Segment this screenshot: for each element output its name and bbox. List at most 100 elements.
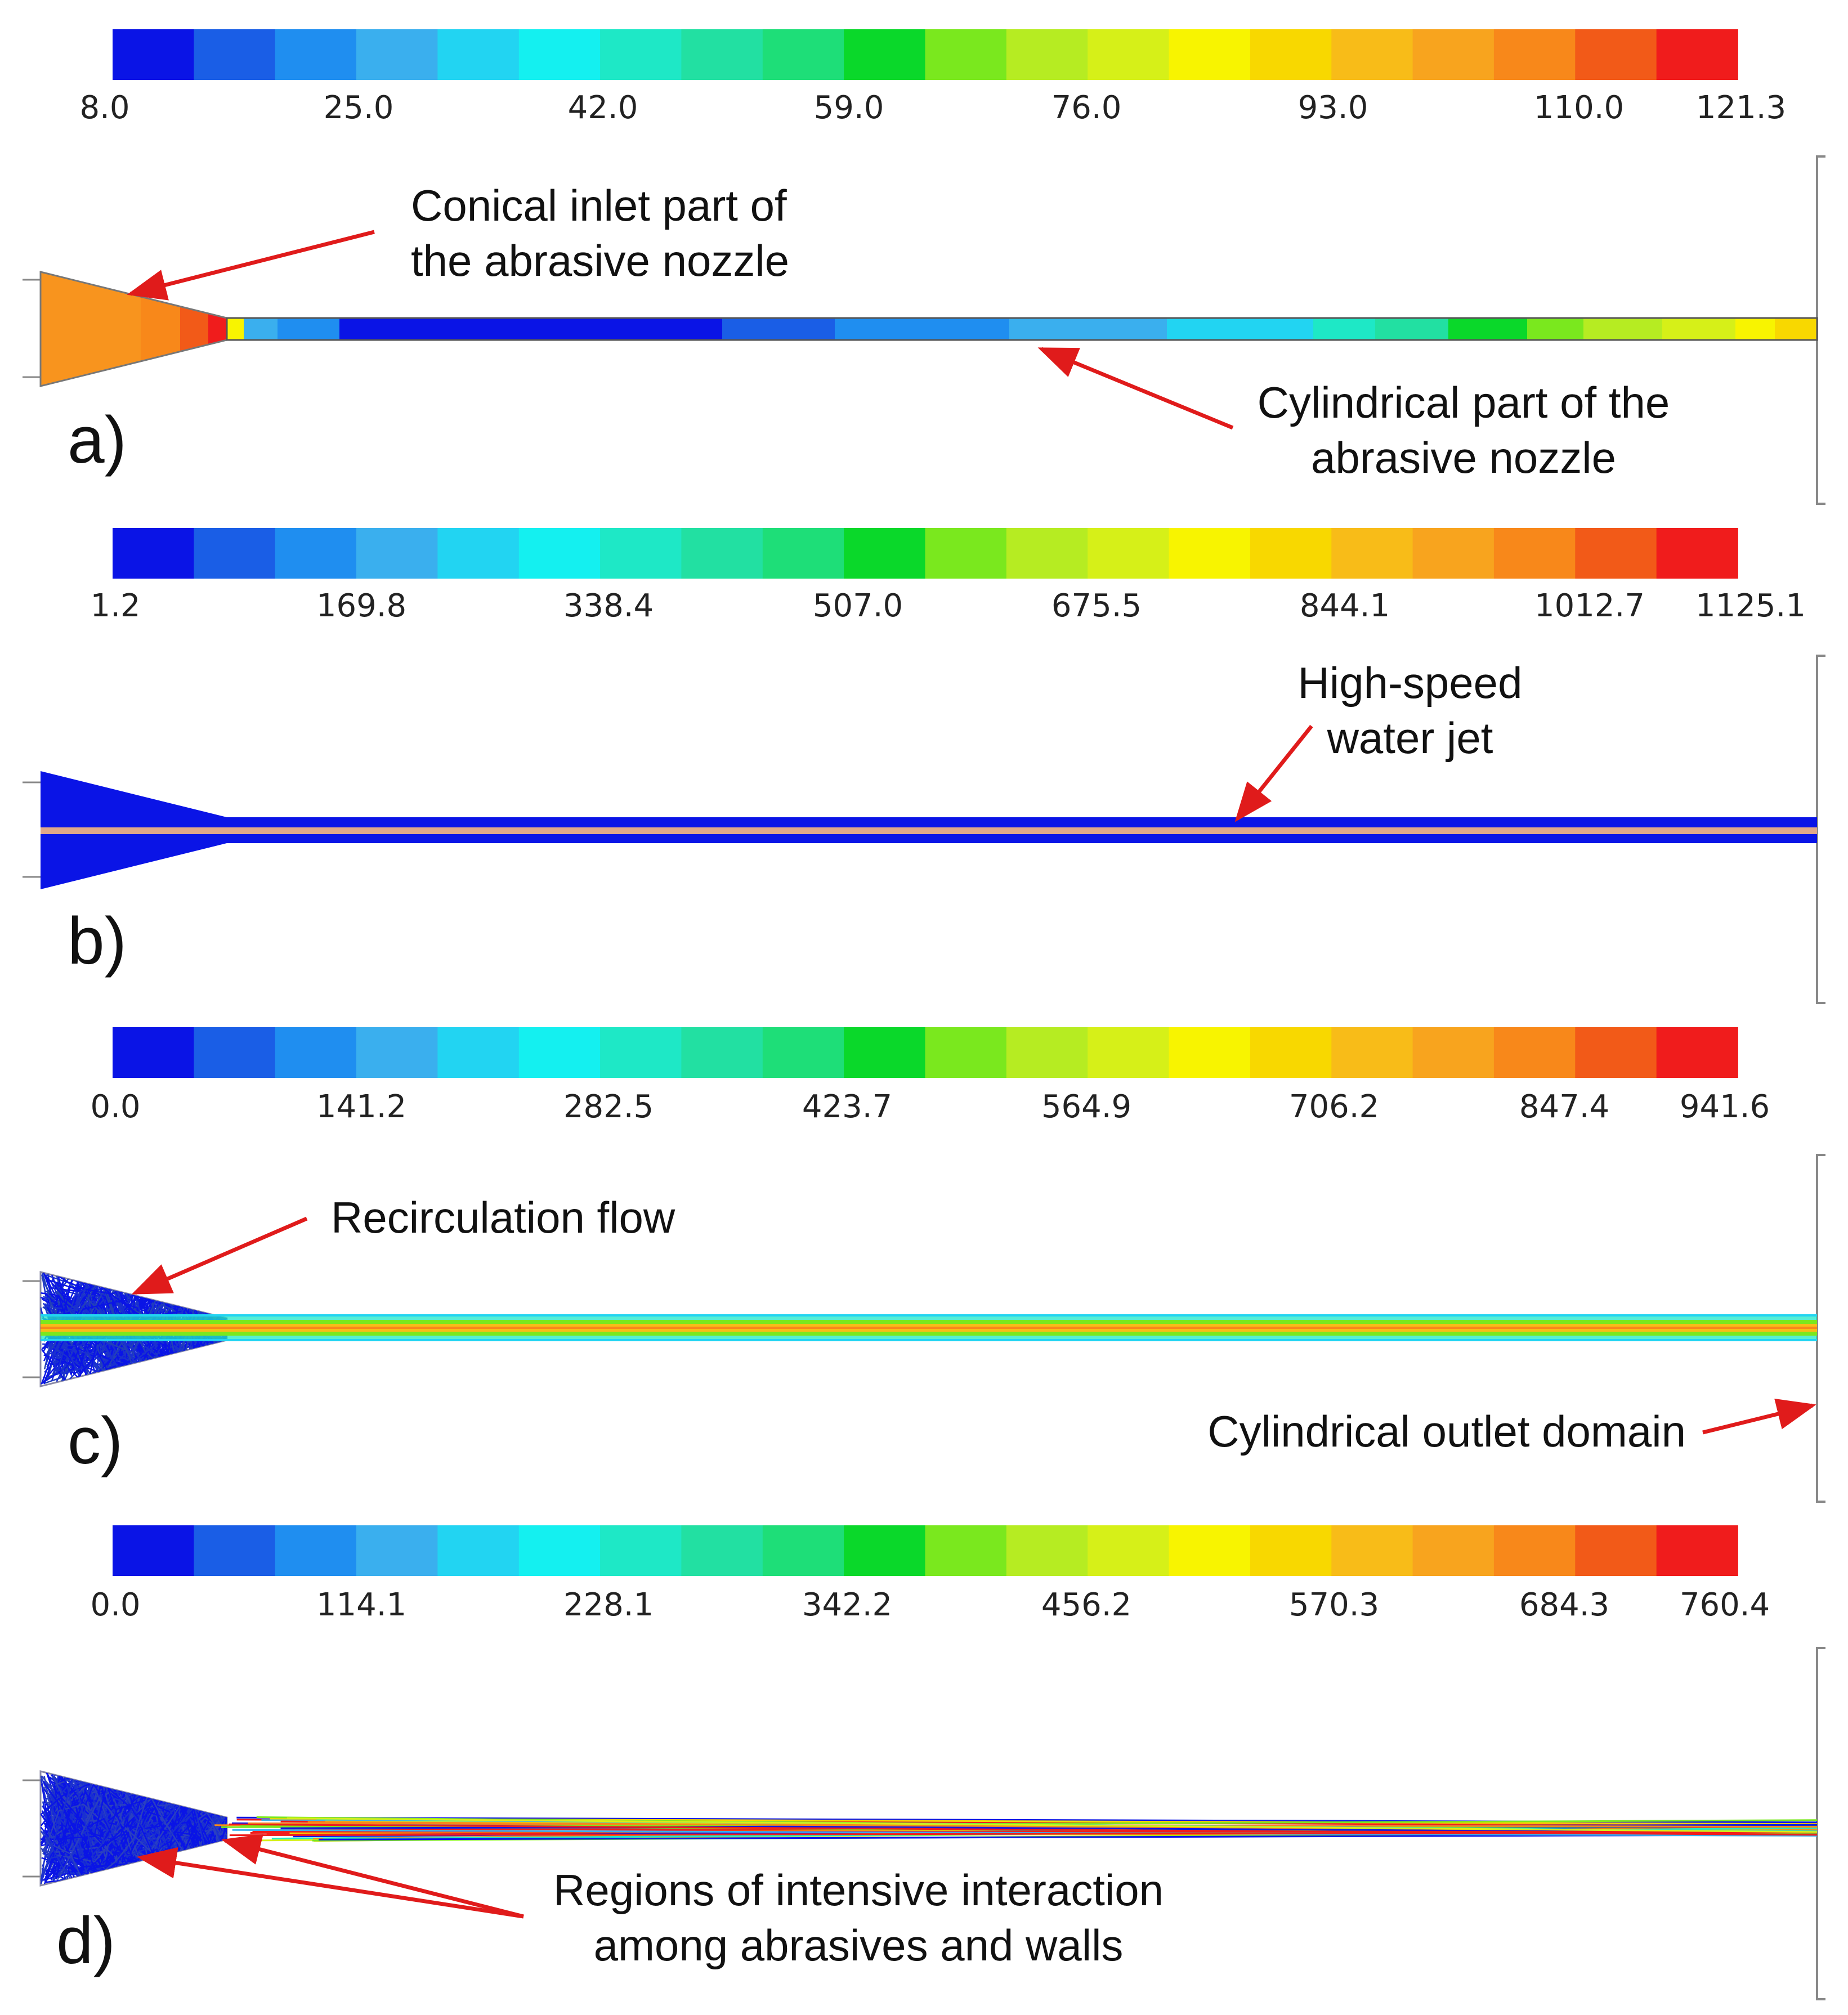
- tick-a-5: 93.0: [1298, 89, 1368, 126]
- tick-b-0: 1.2: [90, 588, 140, 624]
- colorbar-swatch: [1331, 1525, 1413, 1576]
- annotation-interaction: Regions of intensive interaction among a…: [137, 1834, 1164, 1970]
- tick-b-1: 169.8: [316, 588, 406, 624]
- colorbar-swatch: [1169, 1027, 1251, 1078]
- colorbar-swatch: [1169, 29, 1251, 80]
- colorbar-swatch: [194, 1525, 276, 1576]
- annotation-outlet-domain: Cylindrical outlet domain: [1207, 1398, 1816, 1456]
- colorbar-swatch: [1331, 528, 1413, 579]
- colorbar-swatch: [1575, 1027, 1657, 1078]
- colorbar-swatch: [1575, 29, 1657, 80]
- nozzle-b: [23, 771, 1817, 889]
- jet-streamlines-c: [41, 1314, 1817, 1341]
- high-speed-jet-arrow: [1234, 724, 1313, 822]
- outlet-domain-bracket-a: [1816, 155, 1825, 505]
- particle-track: [229, 1823, 1818, 1836]
- interaction-line-1: Regions of intensive interaction: [553, 1865, 1164, 1915]
- outlet-domain-bracket-c: [1816, 1154, 1825, 1503]
- colorbar-swatch: [275, 29, 357, 80]
- tick-c-5: 706.2: [1289, 1089, 1379, 1125]
- colorbar-swatch: [1656, 29, 1738, 80]
- tick-a-7: 121.3: [1696, 89, 1786, 126]
- colorbar-swatch: [844, 29, 926, 80]
- tick-c-4: 564.9: [1041, 1089, 1131, 1125]
- annotation-high-speed-jet: High-speed water jet: [1234, 658, 1523, 822]
- panel-label-d: d): [56, 1904, 115, 1978]
- tick-d-3: 342.2: [802, 1587, 892, 1623]
- colorbar-swatch: [518, 29, 601, 80]
- conical-inlet-line-1: Conical inlet part of: [411, 181, 787, 230]
- panel-a: 8.0 25.0 42.0 59.0 76.0 93.0 110.0 121.3: [23, 29, 1825, 505]
- colorbar-swatch: [1412, 1525, 1494, 1576]
- colorbar-swatch: [1412, 29, 1494, 80]
- colorbar-swatch: [762, 528, 844, 579]
- streamline: [56, 1824, 227, 1875]
- tick-c-2: 282.5: [563, 1089, 654, 1125]
- colorbar-swatch: [518, 1027, 601, 1078]
- tick-c-0: 0.0: [90, 1089, 140, 1125]
- tick-c-7: 941.6: [1680, 1089, 1770, 1125]
- tick-b-6: 1012.7: [1534, 588, 1645, 624]
- colorbar-swatch: [356, 1027, 438, 1078]
- colorbar-swatch: [844, 1027, 926, 1078]
- tick-a-0: 8.0: [79, 89, 129, 126]
- colorbar-swatch: [113, 29, 195, 80]
- tick-a-4: 76.0: [1051, 89, 1122, 126]
- tick-d-2: 228.1: [563, 1587, 654, 1623]
- colorbar-swatch: [1412, 528, 1494, 579]
- colorbar-swatch: [356, 29, 438, 80]
- tick-b-7: 1125.1: [1695, 588, 1806, 624]
- colorbar-swatch: [113, 1027, 195, 1078]
- tick-b-4: 675.5: [1051, 588, 1142, 624]
- colorbar-swatch: [1412, 1027, 1494, 1078]
- streamline: [43, 1785, 227, 1878]
- conical-inlet-arrow: [127, 230, 375, 301]
- nozzle-c: [23, 1271, 1817, 1387]
- colorbar-b: [113, 528, 1738, 579]
- tick-b-2: 338.4: [563, 588, 654, 624]
- streamline: [41, 1772, 227, 1886]
- colorbar-d-ticks: 0.0 114.1 228.1 342.2 456.2 570.3 684.3 …: [90, 1587, 1770, 1623]
- colorbar-swatch: [600, 528, 682, 579]
- nozzle-cylinder-a: [226, 317, 1818, 341]
- streamline: [55, 1783, 227, 1882]
- colorbar-swatch: [1250, 1027, 1332, 1078]
- high-speed-jet-line-1: High-speed: [1298, 658, 1523, 708]
- colorbar-swatch: [275, 1027, 357, 1078]
- colorbar-swatch: [844, 1525, 926, 1576]
- colorbar-swatch: [113, 1525, 195, 1576]
- panel-label-c: c): [68, 1404, 123, 1478]
- particle-track: [232, 1829, 1818, 1837]
- recirculation-label: Recirculation flow: [331, 1193, 675, 1242]
- colorbar-swatch: [762, 1525, 844, 1576]
- colorbar-swatch: [356, 528, 438, 579]
- colorbar-swatch: [1656, 1027, 1738, 1078]
- tick-d-6: 684.3: [1519, 1587, 1609, 1623]
- nozzle-d: [23, 1770, 1818, 1887]
- colorbar-swatch: [844, 528, 926, 579]
- colorbar-a: [113, 29, 1738, 80]
- streamline: [59, 1797, 227, 1851]
- colorbar-a-ticks: 8.0 25.0 42.0 59.0 76.0 93.0 110.0 121.3: [79, 89, 1786, 126]
- colorbar-swatch: [925, 528, 1007, 579]
- interaction-arrow-2: [221, 1834, 524, 1919]
- colorbar-swatch: [925, 29, 1007, 80]
- colorbar-swatch: [194, 1027, 276, 1078]
- interaction-arrow-1: [137, 1847, 524, 1919]
- colorbar-swatch: [1250, 1525, 1332, 1576]
- colorbar-b-ticks: 1.2 169.8 338.4 507.0 675.5 844.1 1012.7…: [90, 588, 1806, 624]
- tick-a-1: 25.0: [324, 89, 394, 126]
- colorbar-swatch: [437, 29, 520, 80]
- colorbar-swatch: [925, 1027, 1007, 1078]
- colorbar-swatch: [1493, 528, 1576, 579]
- colorbar-swatch: [762, 29, 844, 80]
- panel-c: 0.0 141.2 282.5 423.7 564.9 706.2 847.4 …: [23, 1027, 1825, 1503]
- high-speed-jet-line-2: water jet: [1327, 713, 1493, 763]
- colorbar-swatch: [194, 29, 276, 80]
- colorbar-swatch: [1656, 1525, 1738, 1576]
- particle-track: [287, 1817, 1818, 1833]
- colorbar-swatch: [600, 29, 682, 80]
- colorbar-swatch: [681, 1525, 763, 1576]
- colorbar-d: [113, 1525, 1738, 1576]
- annotation-conical-inlet: Conical inlet part of the abrasive nozzl…: [127, 181, 789, 301]
